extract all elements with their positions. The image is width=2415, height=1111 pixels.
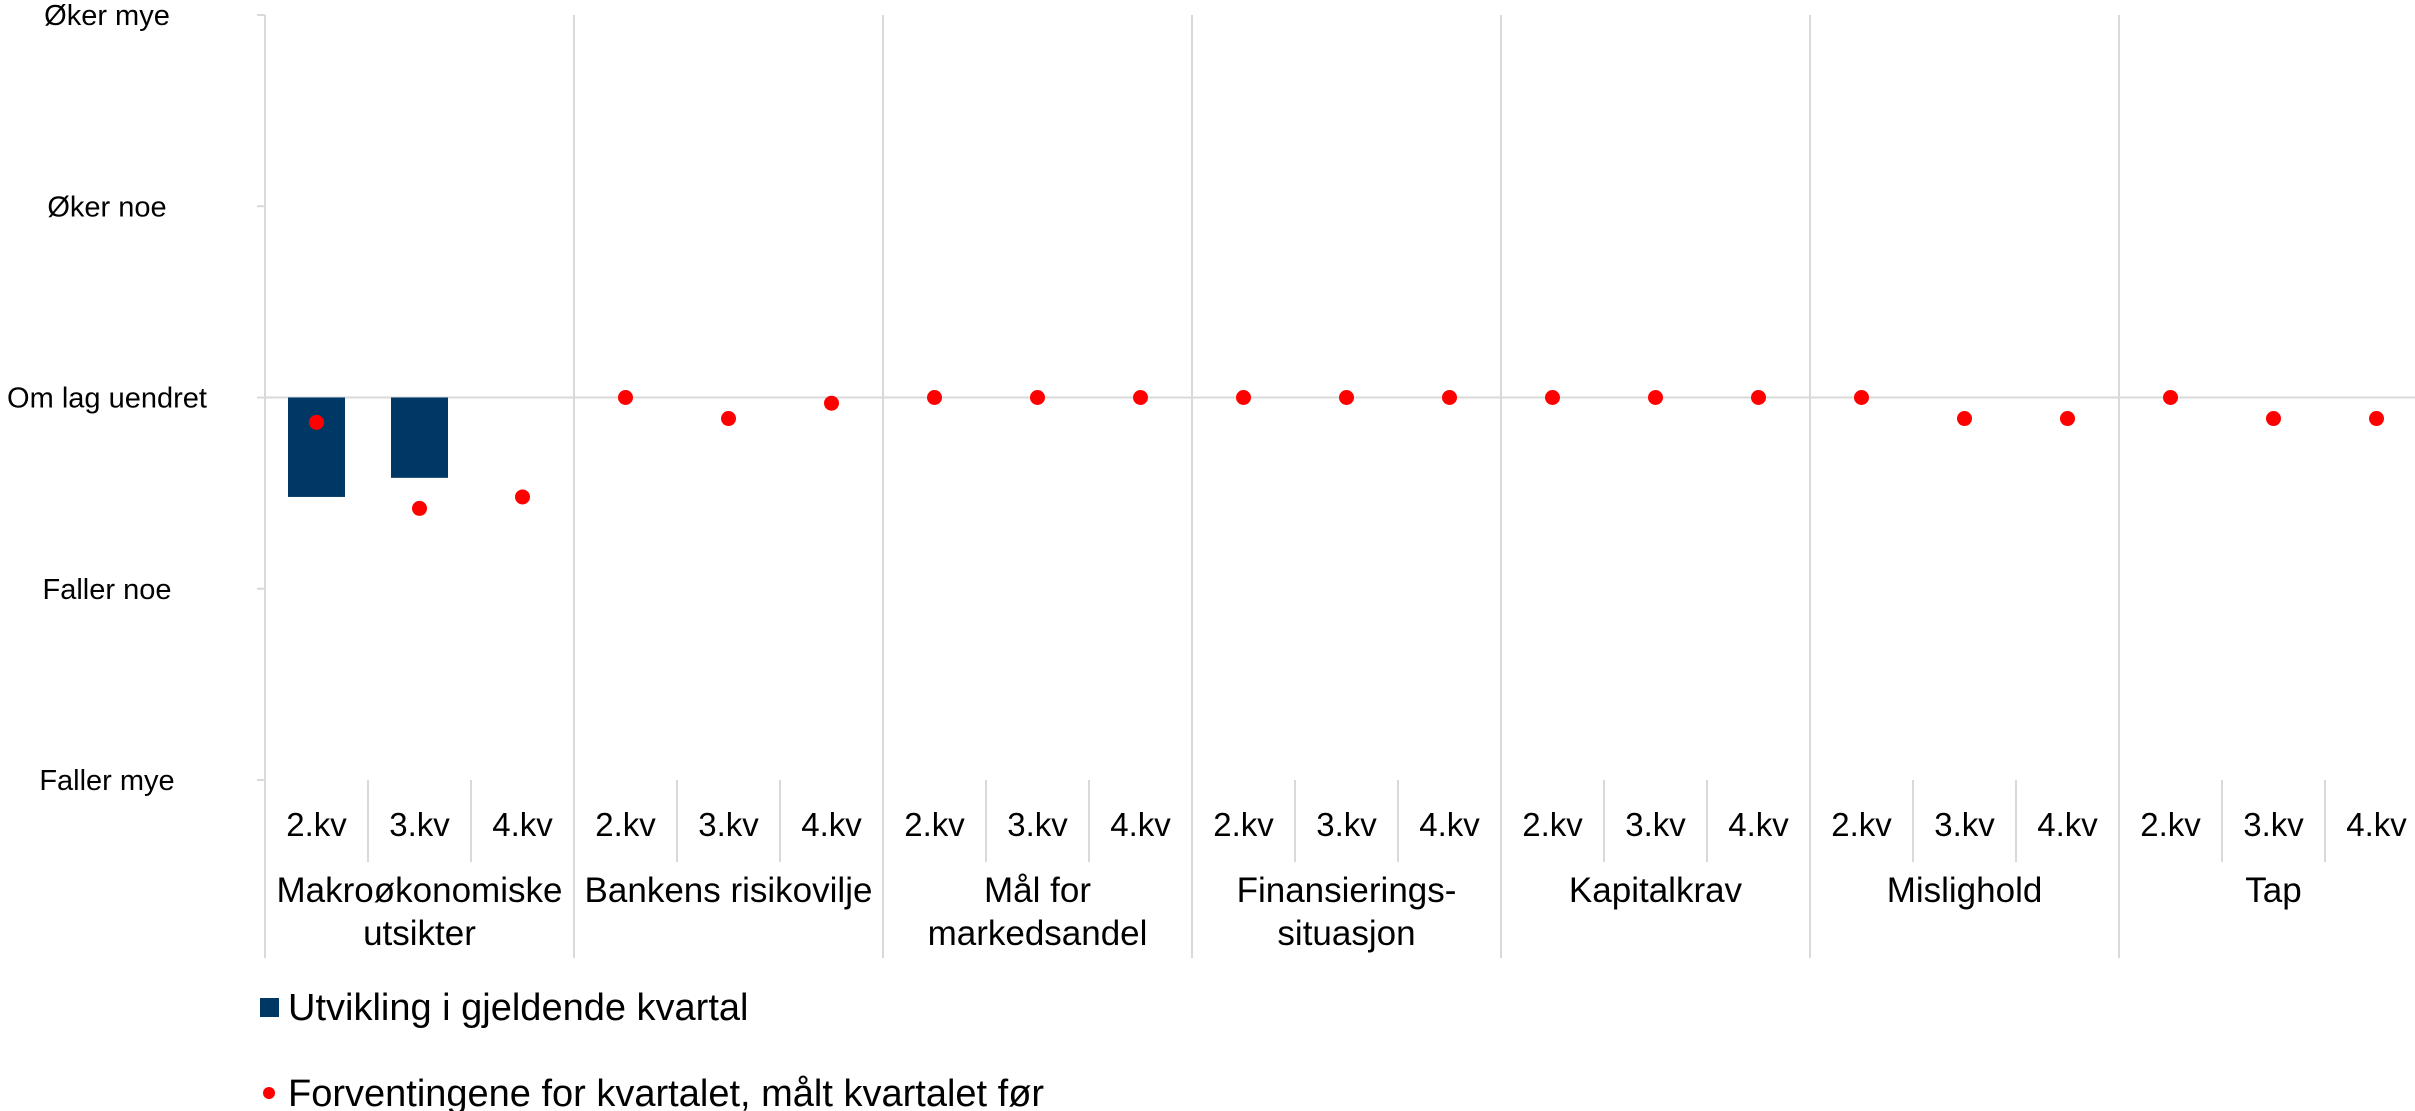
legend: Utvikling i gjeldende kvartal Forventinge… <box>260 987 1044 1111</box>
x-tick-labels: 2.kv 3.kv 4.kv 2.kv 3.kv 4.kv 2.kv 3.kv 4.kv 2.kv… <box>286 806 2407 843</box>
x-tick-label: 3.kv <box>1625 806 1686 843</box>
x-tick-label: 2.kv <box>1213 806 1274 843</box>
x-tick-label: 3.kv <box>2243 806 2304 843</box>
expectation-dot <box>1751 390 1766 405</box>
expectation-dot <box>309 414 324 430</box>
x-group-label: utsikter <box>363 914 476 953</box>
expectation-dot <box>618 390 633 405</box>
legend-dot-label: Forventingene for kvartalet, målt kvarta… <box>288 1073 1044 1111</box>
expectation-dot <box>2266 411 2281 427</box>
expectation-dot <box>1236 390 1251 405</box>
legend-bar-swatch <box>260 998 279 1017</box>
x-group-label: Finansierings- <box>1237 871 1457 910</box>
bar <box>391 397 448 478</box>
expectation-dot <box>721 411 736 427</box>
expectation-dot <box>412 500 427 516</box>
x-tick-label: 3.kv <box>698 806 759 843</box>
expectation-dot <box>1133 390 1148 405</box>
y-axis-labels: Øker mye Øker noe Om lag uendret Faller noe… <box>7 0 207 797</box>
x-group-label: Tap <box>2245 871 2301 910</box>
expectation-dot <box>1648 390 1663 405</box>
x-group-label: Makroøkonomiske <box>277 871 563 910</box>
x-tick-label: 4.kv <box>492 806 553 843</box>
legend-dot-swatch <box>263 1087 275 1099</box>
x-group-label: Kapitalkrav <box>1569 871 1743 910</box>
expectation-dot <box>2060 411 2075 427</box>
x-tick-label: 2.kv <box>286 806 347 843</box>
x-group-labels: Makroøkonomiske utsikter Bankens risikovil… <box>277 871 2302 953</box>
y-axis-label: Øker mye <box>44 0 170 32</box>
x-tick-label: 2.kv <box>1831 806 1892 843</box>
expectation-dot <box>1854 390 1869 405</box>
expectation-dot <box>1030 390 1045 405</box>
x-tick-label: 2.kv <box>2140 806 2201 843</box>
y-axis-label: Om lag uendret <box>7 383 207 415</box>
x-group-label: Bankens risikovilje <box>585 871 873 910</box>
x-group-label: Mål for <box>984 871 1091 910</box>
x-tick-label: 2.kv <box>595 806 656 843</box>
x-group-label: markedsandel <box>928 914 1148 953</box>
x-tick-label: 3.kv <box>1934 806 1995 843</box>
y-axis-label: Faller mye <box>39 765 174 797</box>
expectation-dot <box>824 395 839 411</box>
x-tick-label: 4.kv <box>801 806 862 843</box>
x-tick-label: 4.kv <box>1419 806 1480 843</box>
expectation-dot <box>1545 390 1560 405</box>
x-group-label: Mislighold <box>1887 871 2043 910</box>
dot-series <box>309 390 2384 516</box>
bar <box>288 397 345 497</box>
x-tick-label: 4.kv <box>1110 806 1171 843</box>
x-tick-label: 3.kv <box>1007 806 1068 843</box>
x-group-label: situasjon <box>1277 914 1415 953</box>
x-tick-label: 3.kv <box>389 806 450 843</box>
expectation-dot <box>2369 411 2384 427</box>
expectation-dot <box>1957 411 1972 427</box>
expectation-dot <box>927 390 942 405</box>
expectation-dot <box>1339 390 1354 405</box>
y-axis-label: Øker noe <box>47 191 166 223</box>
y-axis-label: Faller noe <box>43 574 172 606</box>
expectation-dot <box>2163 390 2178 405</box>
x-tick-label: 4.kv <box>1728 806 1789 843</box>
expectation-dot <box>515 489 530 505</box>
bar-series <box>288 397 448 497</box>
x-tick-label: 2.kv <box>904 806 965 843</box>
expectation-dot <box>1442 390 1457 405</box>
x-tick-label: 4.kv <box>2346 806 2407 843</box>
legend-bar-label: Utvikling i gjeldende kvartal <box>288 987 748 1029</box>
x-tick-label: 2.kv <box>1522 806 1583 843</box>
x-tick-label: 3.kv <box>1316 806 1377 843</box>
x-tick-label: 4.kv <box>2037 806 2098 843</box>
